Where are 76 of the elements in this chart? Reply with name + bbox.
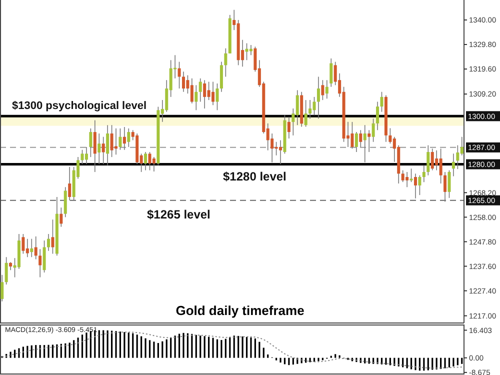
candlestick xyxy=(68,166,72,201)
candlestick xyxy=(380,91,384,112)
candlestick xyxy=(216,83,219,111)
candlestick xyxy=(452,153,455,177)
candlestick xyxy=(89,128,92,158)
candlestick xyxy=(34,236,38,260)
candlestick xyxy=(372,118,375,142)
candlestick xyxy=(114,128,118,156)
candlestick xyxy=(430,148,434,171)
candlestick xyxy=(30,238,34,258)
candlestick xyxy=(22,234,25,254)
candlestick xyxy=(359,130,362,148)
candlestick xyxy=(304,100,308,128)
candlestick xyxy=(106,124,110,166)
candlestick xyxy=(316,76,320,119)
candlestick xyxy=(321,80,324,100)
candlestick xyxy=(47,234,50,252)
candlestick xyxy=(350,122,354,150)
candlestick xyxy=(144,152,148,171)
candlestick xyxy=(122,126,126,150)
candlestick xyxy=(212,81,215,106)
candlestick xyxy=(368,130,371,152)
candlestick xyxy=(190,78,194,104)
candlestick xyxy=(42,240,46,273)
annotation: $1280 level xyxy=(223,169,286,184)
candlestick xyxy=(426,144,430,176)
candlestick xyxy=(418,174,422,196)
candlestick xyxy=(401,170,404,182)
candlestick xyxy=(80,149,84,165)
candlestick xyxy=(439,148,442,184)
candlestick xyxy=(414,173,417,199)
candlestick xyxy=(51,219,54,254)
annotation: $1265 level xyxy=(147,207,210,222)
candlestick xyxy=(274,142,278,156)
line-series xyxy=(2,332,462,369)
candlestick xyxy=(98,133,101,165)
candlestick xyxy=(0,274,4,302)
candlestick xyxy=(296,90,299,126)
candlestick xyxy=(4,256,8,285)
candlestick xyxy=(118,128,122,150)
candlestick xyxy=(220,61,223,92)
candlestick xyxy=(363,124,366,163)
candlestick xyxy=(102,136,105,165)
candlestick xyxy=(224,48,228,78)
candlestick xyxy=(198,78,202,102)
annotation: $1300 psychological level xyxy=(12,100,147,112)
candlestick xyxy=(60,207,63,228)
candlestick xyxy=(456,144,460,170)
candlestick xyxy=(203,80,206,109)
candlestick xyxy=(152,156,156,172)
candlestick xyxy=(448,170,451,198)
candlestick xyxy=(26,238,29,258)
candlestick xyxy=(38,248,42,278)
candlestick xyxy=(444,172,447,202)
candlestick xyxy=(330,58,333,88)
candlestick xyxy=(178,61,181,89)
candlestick xyxy=(84,146,88,165)
candlestick xyxy=(422,164,426,182)
candlestick xyxy=(354,132,358,152)
candlestick xyxy=(287,116,290,139)
candlestick xyxy=(312,96,316,116)
candlestick xyxy=(406,172,409,188)
candlestick xyxy=(110,124,114,158)
candlestick xyxy=(64,186,67,218)
candlestick xyxy=(207,81,210,100)
candlestick xyxy=(376,101,380,131)
candlestick xyxy=(182,71,185,92)
candlestick xyxy=(279,140,282,165)
text: Gold daily timeframe xyxy=(176,303,304,318)
candlestick xyxy=(93,120,96,172)
candlestick xyxy=(410,168,413,182)
candlestick xyxy=(148,152,152,171)
candlestick xyxy=(308,100,312,119)
candlestick xyxy=(325,80,328,100)
candlestick xyxy=(194,84,198,111)
candlestick xyxy=(127,128,130,148)
